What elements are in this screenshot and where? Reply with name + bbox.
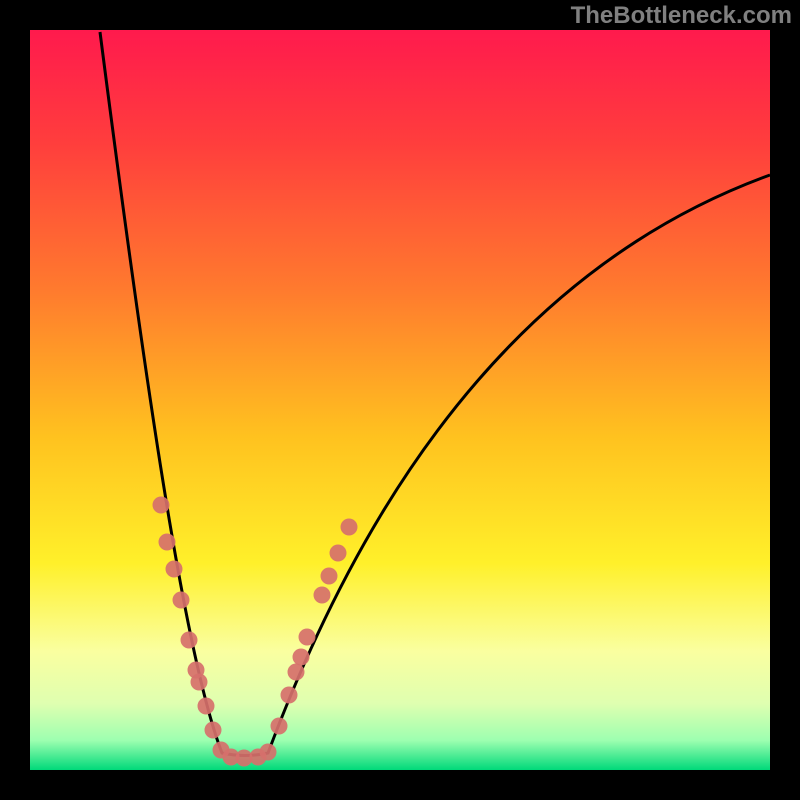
chart-svg [0, 0, 800, 800]
marker-dot [341, 519, 358, 536]
marker-dot [288, 664, 305, 681]
marker-dot [321, 568, 338, 585]
watermark-text: TheBottleneck.com [571, 2, 792, 30]
marker-dot [299, 629, 316, 646]
marker-dot [281, 687, 298, 704]
marker-dot [198, 698, 215, 715]
marker-dot [271, 718, 288, 735]
marker-dot [260, 744, 277, 761]
marker-dot [191, 674, 208, 691]
marker-dot [181, 632, 198, 649]
marker-dot [293, 649, 310, 666]
marker-dot [166, 561, 183, 578]
marker-dot [205, 722, 222, 739]
marker-dot [330, 545, 347, 562]
marker-dot [153, 497, 170, 514]
marker-dot [159, 534, 176, 551]
marker-dot [314, 587, 331, 604]
marker-dot [173, 592, 190, 609]
plot-background [30, 30, 770, 770]
chart-container: TheBottleneck.com [0, 0, 800, 800]
